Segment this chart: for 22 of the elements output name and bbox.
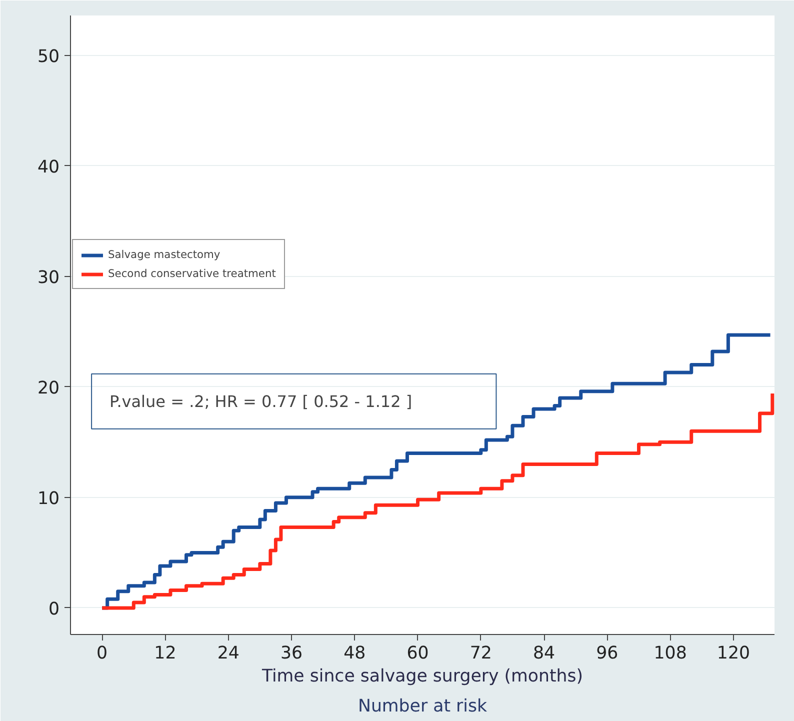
x-tick-label: 72 <box>470 644 492 664</box>
y-tick-label: 40 <box>37 157 60 178</box>
x-axis-title: Time since salvage surgery (months) <box>260 666 584 686</box>
x-tick-label: 12 <box>154 644 176 664</box>
x-tick-label: 120 <box>716 644 750 664</box>
x-tick-label: 36 <box>280 644 303 664</box>
text: Number at risk <box>358 696 488 716</box>
y-tick-label: 50 <box>37 46 60 67</box>
x-tick-label: 108 <box>654 644 687 664</box>
x-tick-label: 84 <box>533 644 556 664</box>
y-tick-label: 0 <box>48 599 60 620</box>
x-tick-label: 0 <box>96 644 108 664</box>
annotation: P.value = .2; HR = 0.77 [ 0.52 - 1.12 ] <box>110 392 412 411</box>
x-tick-label: 48 <box>344 644 366 664</box>
legend-label: Salvage mastectomy <box>108 248 220 261</box>
x-tick-label: 96 <box>596 644 618 664</box>
y-tick-label: 30 <box>37 268 60 288</box>
x-tick-label: 24 <box>217 644 240 664</box>
y-tick-label: 10 <box>37 488 60 509</box>
legend-label: Second conservative treatment <box>108 267 276 280</box>
y-tick-label: 20 <box>37 378 60 398</box>
x-tick-label: 60 <box>406 644 429 664</box>
